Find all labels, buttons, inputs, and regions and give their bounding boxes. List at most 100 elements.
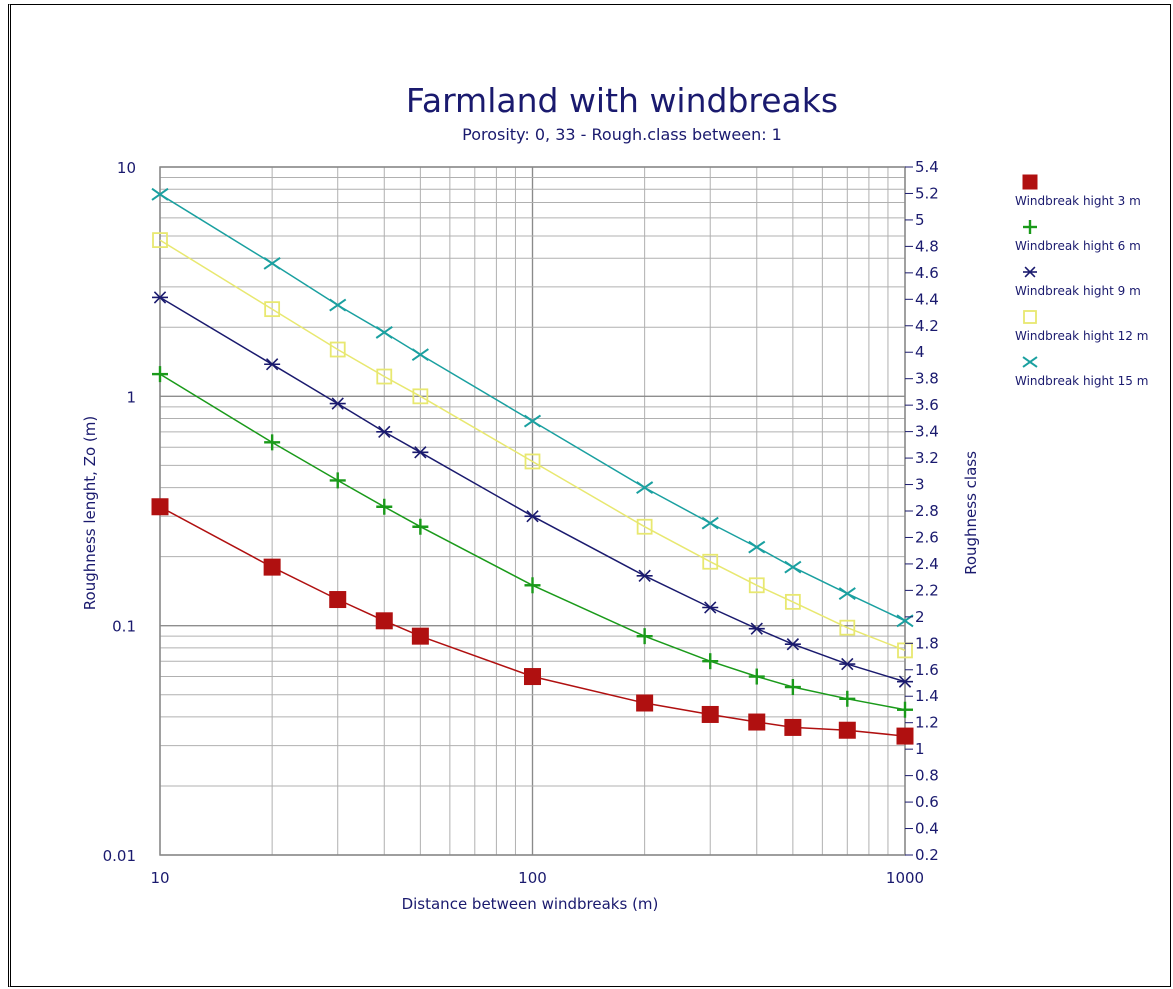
y2-axis-label: Roughness class <box>962 451 980 575</box>
y2-tick-label: 4 <box>915 343 925 361</box>
chart-title: Farmland with windbreaks <box>406 81 838 120</box>
data-point <box>375 325 393 339</box>
series-5 <box>151 187 914 628</box>
series-3 <box>152 291 913 688</box>
y2-tick-label: 0.4 <box>915 820 939 838</box>
y-axis-label: Roughness lenght, Zo (m) <box>81 416 99 610</box>
data-point <box>636 569 653 582</box>
legend-entry: Windbreak hight 9 m <box>1015 266 1141 298</box>
tick-labels: 10 100 1000 0.01 0.1 1 10 0.2 0.4 0.6 0.8 1 1.2 1.4 1.… <box>103 158 939 887</box>
data-point <box>748 622 765 635</box>
y2-tick-label: 0.6 <box>915 793 939 811</box>
series-line <box>159 193 906 622</box>
data-point <box>151 498 169 516</box>
data-point <box>376 368 393 385</box>
data-point <box>702 601 719 614</box>
data-point <box>411 627 429 645</box>
y2-tick-label: 3 <box>915 476 925 494</box>
data-point <box>329 298 347 312</box>
legend-entry: Windbreak hight 15 m <box>1015 356 1148 388</box>
data-point <box>748 713 766 731</box>
data-point <box>748 577 765 594</box>
series-layer <box>151 187 914 745</box>
data-point <box>636 694 654 712</box>
series-line <box>159 239 906 652</box>
grid <box>159 166 906 856</box>
y2-tick-label: 3.8 <box>915 370 939 388</box>
x-tick-label: 10 <box>150 869 169 887</box>
data-point <box>375 612 393 630</box>
data-point <box>1023 220 1037 234</box>
series-line <box>159 296 906 683</box>
data-point <box>152 291 168 304</box>
legend: Windbreak hight 3 m Windbreak hight 6 m Wi… <box>1015 174 1148 388</box>
data-point <box>329 591 347 609</box>
y2-tick-label: 0.2 <box>915 846 939 864</box>
data-point <box>784 593 801 610</box>
series-line <box>159 373 906 711</box>
data-point <box>896 727 914 745</box>
legend-label: Windbreak hight 6 m <box>1015 239 1141 253</box>
data-point <box>636 628 653 645</box>
data-point <box>329 341 346 358</box>
x-tick-label: 100 <box>518 869 547 887</box>
data-point <box>838 587 856 601</box>
y2-tick-label: 2.8 <box>915 502 939 520</box>
y2-tick-label: 1.2 <box>915 714 939 732</box>
x-axis-label: Distance between windbreaks (m) <box>402 895 659 913</box>
legend-entry: Windbreak hight 12 m <box>1015 310 1148 343</box>
series-1 <box>151 498 914 745</box>
data-point <box>748 668 765 685</box>
data-point <box>839 657 856 671</box>
data-point <box>376 425 393 439</box>
data-point <box>376 498 393 515</box>
data-point <box>636 518 653 535</box>
data-point <box>412 518 429 535</box>
series-line <box>159 506 906 737</box>
y2-tick-label: 1.6 <box>915 661 939 679</box>
data-point <box>748 540 766 554</box>
data-point <box>1023 310 1037 324</box>
data-point <box>523 414 542 428</box>
data-point <box>412 388 429 405</box>
y2-tick-label: 1.8 <box>915 634 939 652</box>
y2-tick-label: 2 <box>915 608 925 626</box>
y2-tick-label: 2.6 <box>915 528 939 546</box>
data-point <box>838 721 856 739</box>
data-point <box>152 366 168 383</box>
chart-frame <box>8 4 1171 987</box>
y2-tick-label: 2.4 <box>915 555 939 573</box>
data-point <box>784 638 801 651</box>
data-point <box>151 187 169 201</box>
legend-label: Windbreak hight 12 m <box>1015 329 1148 343</box>
data-point <box>411 348 429 362</box>
y-tick-label: 0.01 <box>103 847 136 865</box>
data-point <box>524 577 541 594</box>
x-tick-label: 1000 <box>886 869 924 887</box>
y2-tick-label: 5 <box>915 211 925 229</box>
y-tick-label: 0.1 <box>112 618 136 636</box>
legend-label: Windbreak hight 15 m <box>1015 374 1148 388</box>
data-point <box>329 397 346 410</box>
data-point <box>702 553 719 570</box>
chart-subtitle: Porosity: 0, 33 - Rough.class between: 1 <box>462 125 782 144</box>
data-point <box>263 558 281 576</box>
data-point <box>524 668 541 686</box>
data-point <box>524 453 541 470</box>
data-point <box>1022 174 1038 190</box>
y2-tick-label: 3.6 <box>915 396 939 414</box>
data-point <box>784 679 801 696</box>
legend-entry: Windbreak hight 6 m <box>1015 220 1141 253</box>
series-2 <box>152 366 913 718</box>
y2-tick-label: 3.4 <box>915 423 939 441</box>
data-point <box>897 701 913 718</box>
y2-tick-label: 2.2 <box>915 581 939 599</box>
data-point <box>701 705 719 723</box>
data-point <box>412 446 429 459</box>
data-point <box>636 481 654 495</box>
y2-tick-label: 3.2 <box>915 449 939 467</box>
data-point <box>839 619 856 636</box>
y2-tick-label: 4.8 <box>915 237 939 255</box>
data-point <box>839 690 856 707</box>
